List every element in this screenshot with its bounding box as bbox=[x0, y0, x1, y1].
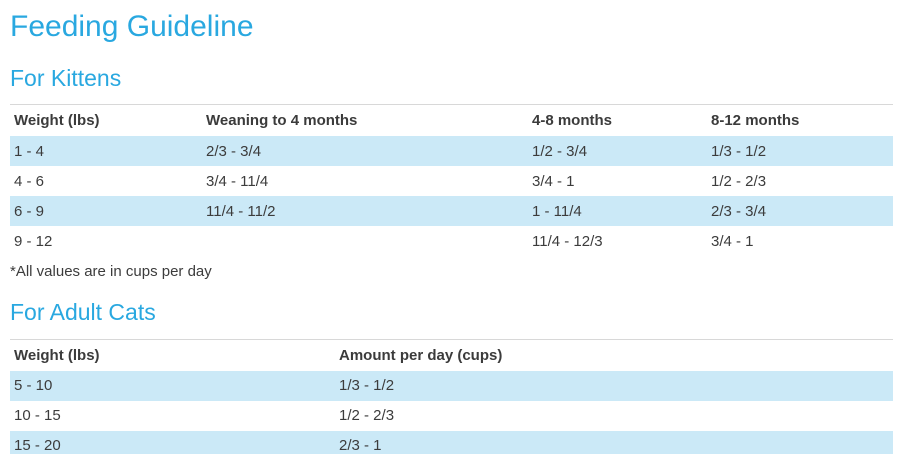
table-cell: 11/4 - 11/2 bbox=[206, 202, 276, 220]
table-cell: 1/2 - 2/3 bbox=[711, 172, 767, 190]
table-cell: 3/4 - 1 bbox=[532, 172, 575, 190]
table-cell: 1/3 - 1/2 bbox=[339, 377, 395, 395]
table-cell: 2/3 - 1 bbox=[339, 437, 382, 454]
kittens-feeding-table: Weight (lbs) Weaning to 4 months 4-8 mon… bbox=[10, 104, 893, 256]
table-cell: 3/4 - 11/4 bbox=[206, 172, 269, 190]
column-header-4-8-months: 4-8 months bbox=[528, 104, 707, 137]
adult-cats-header-row: Weight (lbs) Amount per day (cups) bbox=[10, 339, 893, 371]
table-cell: 2/3 - 3/4 bbox=[711, 202, 767, 220]
table-cell: 6 - 9 bbox=[14, 202, 45, 220]
table-cell: 11/4 - 12/3 bbox=[532, 232, 603, 250]
table-row: 5 - 10 1/3 - 1/2 bbox=[10, 370, 893, 401]
column-header-weight: Weight (lbs) bbox=[10, 104, 202, 137]
table-cell: 15 - 20 bbox=[14, 437, 61, 454]
table-row: 1 - 4 2/3 - 3/4 1/2 - 3/4 1/3 - 1/2 bbox=[10, 136, 893, 167]
column-header-amount-per-day: Amount per day (cups) bbox=[335, 339, 893, 371]
table-cell: 1 - 11/4 bbox=[532, 202, 582, 220]
page-title: Feeding Guideline bbox=[10, 10, 254, 43]
table-row: 15 - 20 2/3 - 1 bbox=[10, 430, 893, 454]
table-cell: 4 - 6 bbox=[14, 172, 45, 190]
table-cell: 1/2 - 2/3 bbox=[339, 407, 395, 425]
table-cell: 3/4 - 1 bbox=[711, 232, 754, 250]
kittens-header-row: Weight (lbs) Weaning to 4 months 4-8 mon… bbox=[10, 104, 893, 137]
column-header-8-12-months: 8-12 months bbox=[707, 104, 893, 137]
column-header-weaning-to-4-months: Weaning to 4 months bbox=[202, 104, 528, 137]
table-cell: 2/3 - 3/4 bbox=[206, 142, 262, 160]
table-row: 6 - 9 11/4 - 11/2 1 - 11/4 2/3 - 3/4 bbox=[10, 196, 893, 227]
adult-cats-feeding-table: Weight (lbs) Amount per day (cups) 5 - 1… bbox=[10, 338, 893, 454]
table-row: 4 - 6 3/4 - 11/4 3/4 - 1 1/2 - 2/3 bbox=[10, 166, 893, 196]
table-cell: 5 - 10 bbox=[14, 377, 53, 395]
section-heading-kittens: For Kittens bbox=[10, 64, 122, 91]
table-cell: 1/3 - 1/2 bbox=[711, 142, 767, 160]
column-header-weight: Weight (lbs) bbox=[10, 339, 335, 371]
table-cell: 1/2 - 3/4 bbox=[532, 142, 588, 160]
cups-per-day-footnote: *All values are in cups per day bbox=[10, 263, 212, 281]
section-heading-adult-cats: For Adult Cats bbox=[10, 299, 156, 326]
table-row: 9 - 12 11/4 - 12/3 3/4 - 1 bbox=[10, 226, 893, 256]
table-cell: 10 - 15 bbox=[14, 407, 61, 425]
table-cell: 1 - 4 bbox=[14, 142, 45, 160]
table-cell bbox=[202, 226, 528, 256]
table-cell: 9 - 12 bbox=[14, 232, 53, 250]
table-row: 10 - 15 1/2 - 2/3 bbox=[10, 401, 893, 431]
